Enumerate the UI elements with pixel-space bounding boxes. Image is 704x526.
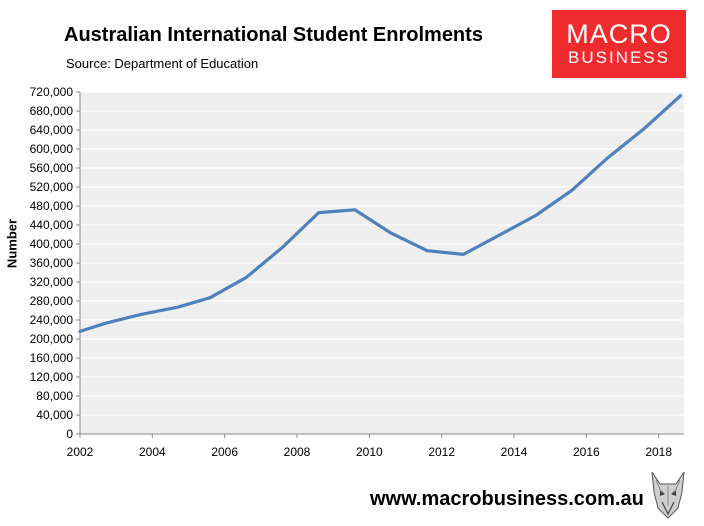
- x-tick-label: 2012: [428, 445, 455, 459]
- x-tick-label: 2008: [284, 445, 311, 459]
- y-tick-label: 600,000: [30, 142, 74, 156]
- y-tick-label: 680,000: [30, 104, 74, 118]
- y-tick-label: 80,000: [36, 389, 73, 403]
- y-tick-label: 0: [66, 427, 73, 441]
- x-tick-label: 2010: [356, 445, 383, 459]
- y-tick-label: 200,000: [30, 332, 74, 346]
- y-tick-label: 40,000: [36, 408, 73, 422]
- y-tick-label: 160,000: [30, 351, 74, 365]
- gridlines: [80, 91, 684, 416]
- series-line-enrolments: [78, 94, 683, 333]
- x-ticks: 2002 2004 2006 2008 2010 2012 2014 2016 2018: [67, 434, 672, 459]
- wolf-head-icon: [651, 471, 685, 519]
- x-tick-label: 2014: [501, 445, 528, 459]
- series-group: [78, 94, 683, 333]
- y-tick-label: 280,000: [30, 294, 74, 308]
- chart-title: Australian International Student Enrolme…: [64, 24, 483, 46]
- y-tick-label: 360,000: [30, 256, 74, 270]
- chart-subtitle: Source: Department of Education: [66, 56, 259, 71]
- logo-line-1: MACRO: [566, 19, 672, 49]
- logo-line-2: BUSINESS: [568, 48, 670, 67]
- y-tick-label: 480,000: [30, 199, 74, 213]
- x-tick-label: 2006: [211, 445, 238, 459]
- x-tick-label: 2016: [573, 445, 600, 459]
- y-tick-label: 240,000: [30, 313, 74, 327]
- y-tick-label: 120,000: [30, 370, 74, 384]
- x-tick-label: 2002: [67, 445, 94, 459]
- y-tick-label: 440,000: [30, 218, 74, 232]
- y-tick-label: 560,000: [30, 161, 74, 175]
- y-tick-label: 320,000: [30, 275, 74, 289]
- y-ticks: 0 40,000 80,000 120,000 160,000 200,000 240,00…: [30, 85, 80, 441]
- x-tick-label: 2018: [645, 445, 672, 459]
- y-tick-label: 400,000: [30, 237, 74, 251]
- footer-url: www.macrobusiness.com.au: [370, 488, 644, 510]
- x-tick-label: 2004: [139, 445, 166, 459]
- y-tick-label: 640,000: [30, 123, 74, 137]
- y-tick-label: 520,000: [30, 180, 74, 194]
- macrobusiness-logo: MACRO BUSINESS: [552, 10, 686, 78]
- y-tick-label: 720,000: [30, 85, 74, 99]
